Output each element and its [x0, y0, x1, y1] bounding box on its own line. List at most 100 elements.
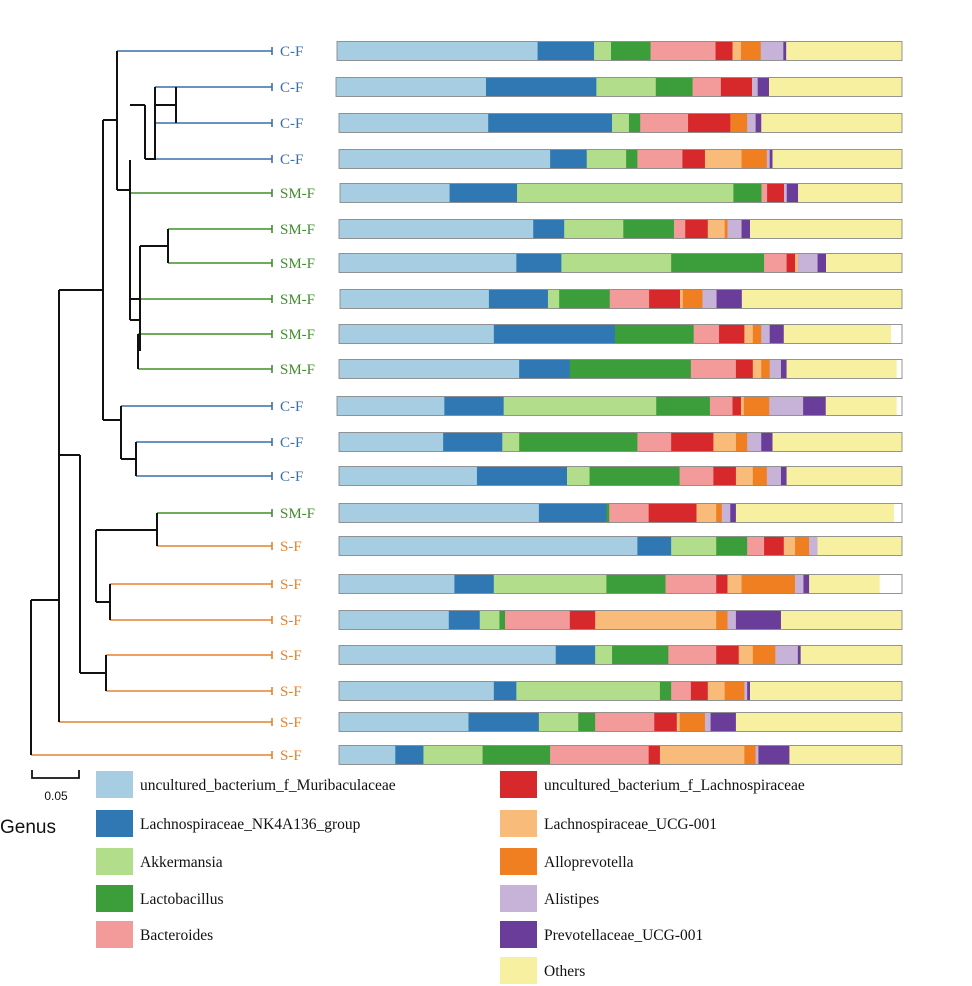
bar-outline	[338, 253, 903, 273]
bar-segment	[752, 645, 776, 665]
sample-label: SM-F	[280, 186, 315, 202]
bar-segment	[764, 253, 787, 273]
bar-segment	[339, 712, 469, 732]
legend-item: Akkermansia	[96, 848, 223, 875]
sample-label: C-F	[280, 44, 303, 60]
bar-segment	[659, 745, 745, 765]
sample-label: S-F	[280, 715, 302, 731]
bar-row	[338, 219, 903, 239]
bar-segment	[533, 219, 565, 239]
bar-segment	[671, 681, 692, 701]
bar-row	[338, 359, 903, 379]
bar-segment	[749, 219, 903, 239]
bar-outline	[338, 219, 903, 239]
bar-segment	[741, 289, 903, 309]
legend-item: Bacteroides	[96, 921, 213, 948]
bar-segment	[704, 149, 742, 169]
bar-segment	[724, 219, 728, 239]
bar-outline	[338, 574, 903, 594]
bar-segment	[747, 432, 762, 452]
bar-segment	[679, 712, 706, 732]
bar-segment	[752, 324, 762, 344]
bar-segment	[448, 610, 481, 630]
bar-segment	[685, 219, 709, 239]
bar-segment	[744, 745, 756, 765]
bar-segment	[758, 745, 790, 765]
bar-segment	[519, 432, 638, 452]
bar-segment	[743, 396, 770, 416]
bar-segment	[744, 681, 748, 701]
bar-segment	[696, 503, 717, 523]
legend-label: Lachnospiraceae_NK4A136_group	[140, 816, 361, 833]
bar-segment	[578, 712, 596, 732]
bar-segment	[769, 396, 804, 416]
bar-segment	[503, 396, 657, 416]
bar-row	[338, 610, 903, 630]
bar-outline	[336, 41, 903, 61]
bar-segment	[715, 41, 733, 61]
bar-segment	[339, 253, 517, 273]
bar-segment	[800, 645, 903, 665]
bar-segment	[741, 149, 768, 169]
bar-outline	[338, 745, 903, 765]
bar-segment	[732, 41, 742, 61]
legend-item: Lachnospiraceae_NK4A136_group	[96, 810, 361, 837]
sample-label: C-F	[280, 469, 303, 485]
legend-swatch	[500, 771, 537, 798]
bar-row	[338, 712, 903, 732]
stacked-bars	[335, 41, 903, 765]
bar-segment	[732, 396, 742, 416]
bar-segment	[340, 183, 450, 203]
legend-item: Others	[500, 957, 585, 984]
legend-swatch	[500, 885, 537, 912]
bar-segment	[747, 113, 756, 133]
bar-outline	[339, 289, 903, 309]
bar-segment	[783, 324, 892, 344]
bar-segment	[339, 359, 520, 379]
bar-segment	[716, 289, 743, 309]
bar-segment	[611, 41, 651, 61]
bar-segment	[444, 396, 504, 416]
scale-bar: 0.05	[31, 770, 80, 803]
legend-label: Lachnospiraceae_UCG-001	[544, 816, 717, 833]
bar-segment	[752, 359, 762, 379]
bar-segment	[716, 645, 740, 665]
legend-item: Lachnospiraceae_UCG-001	[500, 810, 717, 837]
bar-segment	[786, 359, 897, 379]
bar-segment	[693, 324, 720, 344]
bar-row	[339, 289, 903, 309]
bar-segment	[735, 712, 903, 732]
bar-segment	[761, 359, 770, 379]
bar-segment	[764, 536, 785, 556]
bar-segment	[724, 681, 745, 701]
bar-segment	[609, 289, 650, 309]
bar-segment	[339, 219, 534, 239]
bar-segment	[337, 41, 538, 61]
legend-label: Alistipes	[544, 891, 599, 908]
bar-segment	[569, 359, 692, 379]
bar-segment	[443, 432, 503, 452]
bar-segment	[614, 324, 694, 344]
bar-segment	[628, 113, 641, 133]
bar-row	[338, 113, 903, 133]
bar-segment	[755, 745, 759, 765]
legend-swatch	[96, 848, 133, 875]
bar-segment	[337, 396, 445, 416]
bar-segment	[707, 219, 725, 239]
bar-segment	[769, 149, 773, 169]
bar-segment	[795, 574, 804, 594]
bar-segment	[755, 113, 762, 133]
bar-segment	[676, 712, 680, 732]
bar-segment	[786, 253, 796, 273]
bar-segment	[817, 253, 827, 273]
bar-segment	[741, 219, 751, 239]
bar-segment	[449, 183, 518, 203]
bar-row	[338, 503, 903, 523]
bar-row	[338, 536, 903, 556]
bar-segment	[772, 149, 903, 169]
bar-segment	[339, 610, 450, 630]
bar-segment	[740, 41, 762, 61]
sample-label: S-F	[280, 539, 302, 555]
bar-segment	[671, 432, 714, 452]
bar-segment	[648, 503, 697, 523]
